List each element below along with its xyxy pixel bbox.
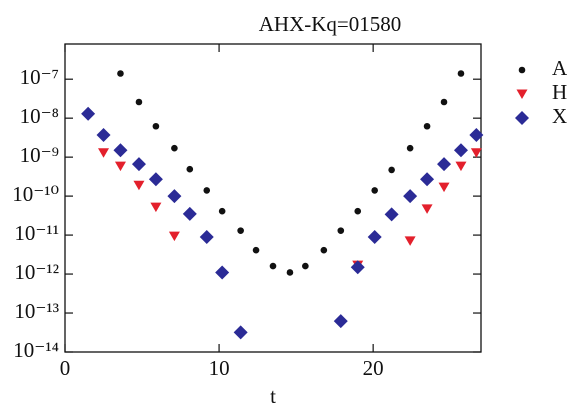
point bbox=[404, 236, 416, 246]
point bbox=[96, 127, 111, 142]
plot-frame bbox=[64, 43, 482, 353]
point bbox=[150, 202, 162, 213]
point bbox=[384, 207, 399, 222]
point bbox=[423, 122, 431, 130]
y-tick-label: 10⁻⁹ bbox=[20, 143, 59, 167]
y-tick-label: 10⁻¹² bbox=[14, 260, 59, 284]
point bbox=[337, 227, 345, 234]
x-axis-label: t bbox=[270, 384, 276, 408]
point bbox=[354, 207, 362, 215]
y-tick-label: 10⁻¹⁴ bbox=[13, 338, 59, 362]
point bbox=[218, 207, 226, 215]
point bbox=[333, 314, 348, 329]
legend-label: A bbox=[552, 56, 568, 80]
point bbox=[403, 189, 418, 204]
point bbox=[203, 187, 211, 194]
point bbox=[114, 161, 126, 172]
point bbox=[148, 172, 163, 187]
point bbox=[286, 269, 294, 276]
point bbox=[438, 182, 450, 193]
legend-label: H bbox=[552, 80, 567, 104]
point bbox=[457, 70, 465, 77]
point bbox=[182, 206, 197, 221]
point bbox=[233, 325, 248, 340]
point bbox=[406, 144, 414, 152]
y-tick-label: 10⁻¹¹ bbox=[14, 221, 59, 245]
point bbox=[199, 230, 214, 245]
point bbox=[135, 98, 143, 106]
legend-marker bbox=[516, 89, 528, 99]
point bbox=[171, 144, 178, 152]
point bbox=[131, 157, 146, 172]
point bbox=[421, 204, 433, 214]
point bbox=[133, 180, 145, 191]
point bbox=[186, 165, 194, 173]
x-tick-label: 10 bbox=[209, 356, 230, 380]
point bbox=[455, 161, 467, 172]
y-tick-label: 10⁻⁷ bbox=[20, 65, 59, 89]
point bbox=[420, 172, 435, 187]
point bbox=[237, 227, 244, 234]
point bbox=[437, 157, 452, 172]
point bbox=[252, 246, 260, 254]
point bbox=[117, 70, 124, 77]
point bbox=[320, 246, 328, 254]
point bbox=[388, 166, 395, 174]
point bbox=[440, 98, 448, 106]
x-tick-label: 20 bbox=[363, 356, 384, 380]
y-tick-label: 10⁻⁸ bbox=[20, 104, 59, 128]
legend-marker bbox=[518, 66, 526, 74]
point bbox=[470, 148, 482, 158]
y-tick-label: 10⁻¹⁰ bbox=[12, 182, 59, 206]
point bbox=[302, 262, 309, 270]
point bbox=[215, 265, 230, 280]
y-tick-label: 10⁻¹³ bbox=[14, 299, 59, 323]
point bbox=[469, 127, 484, 142]
legend-marker bbox=[515, 111, 529, 125]
legend-label: X bbox=[552, 104, 567, 128]
point bbox=[371, 187, 378, 194]
point bbox=[269, 262, 277, 270]
point bbox=[453, 143, 468, 158]
x-tick-label: 0 bbox=[60, 356, 71, 380]
point bbox=[350, 260, 365, 275]
point bbox=[152, 122, 160, 130]
point bbox=[167, 189, 182, 204]
point bbox=[367, 230, 382, 245]
point bbox=[168, 231, 180, 242]
point bbox=[98, 148, 110, 158]
chart-title: AHX-Kq=01580 bbox=[259, 12, 402, 36]
point bbox=[81, 106, 96, 121]
point bbox=[113, 143, 128, 158]
